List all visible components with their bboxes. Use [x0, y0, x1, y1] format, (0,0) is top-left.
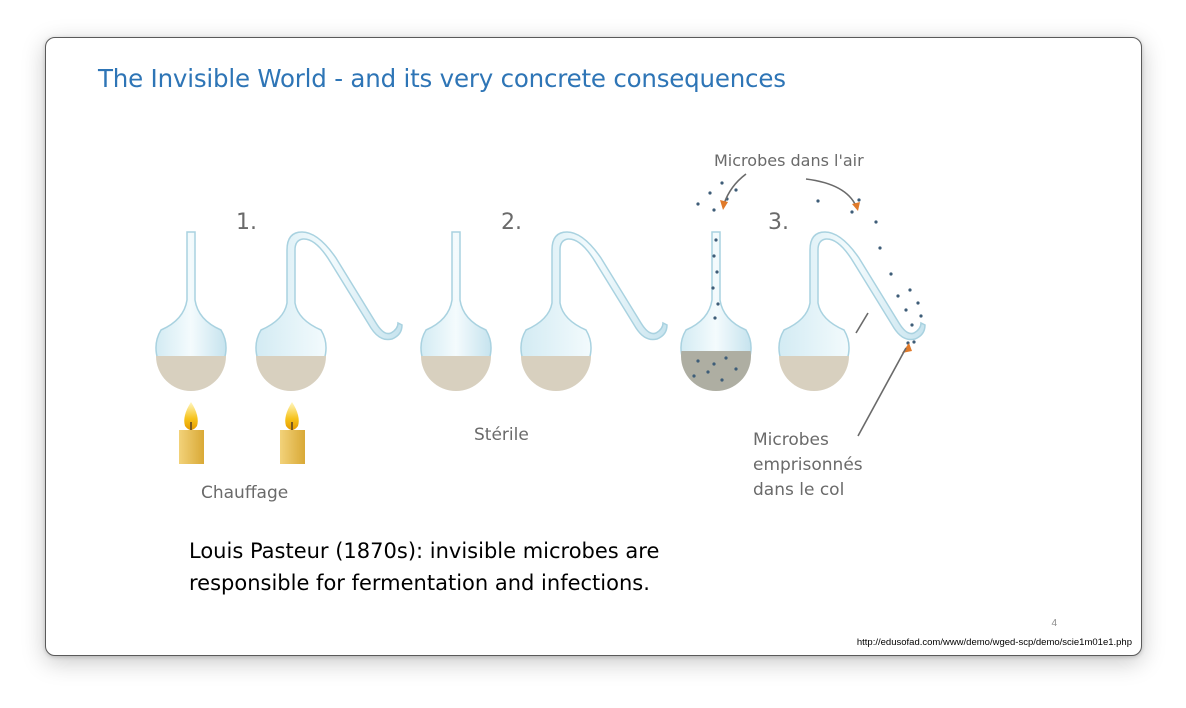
caption-line-2: responsible for fermentation and infecti… [189, 571, 650, 595]
label-microbes-trapped-3: dans le col [753, 480, 844, 500]
caption-line-1: Louis Pasteur (1870s): invisible microbe… [189, 539, 660, 563]
step-label-2: 2. [501, 210, 522, 235]
flask-contaminated [680, 231, 752, 391]
pasteur-flask-illustration: 1. 2. 3. Chauffage [155, 151, 926, 503]
flask-swan-neck-2 [520, 231, 668, 391]
slide: The Invisible World - and its very concr… [45, 37, 1142, 656]
arrow-icon [723, 173, 869, 334]
page-number: 4 [1051, 618, 1057, 629]
flask-straight-neck-1 [155, 231, 227, 391]
step-label-1: 1. [236, 210, 257, 235]
label-sterile: Stérile [474, 425, 529, 445]
slide-title: The Invisible World - and its very concr… [98, 64, 786, 93]
airborne-microbes [696, 181, 923, 345]
candle-flame-icon [280, 402, 305, 464]
flask-swan-neck-trapped [778, 231, 926, 391]
flask-swan-neck-1 [255, 231, 403, 391]
label-microbes-trapped-2: emprisonnés [753, 455, 863, 475]
slide-caption: Louis Pasteur (1870s): invisible microbe… [189, 535, 659, 599]
flask-straight-neck-2 [420, 231, 492, 391]
step-label-3: 3. [768, 210, 789, 235]
candle-flame-icon [179, 402, 204, 464]
label-microbes-air: Microbes dans l'air [714, 151, 864, 170]
label-chauffage: Chauffage [201, 483, 288, 503]
label-microbes-trapped-1: Microbes [753, 430, 829, 450]
source-url[interactable]: http://edusofad.com/www/demo/wged-scp/de… [856, 637, 1132, 648]
